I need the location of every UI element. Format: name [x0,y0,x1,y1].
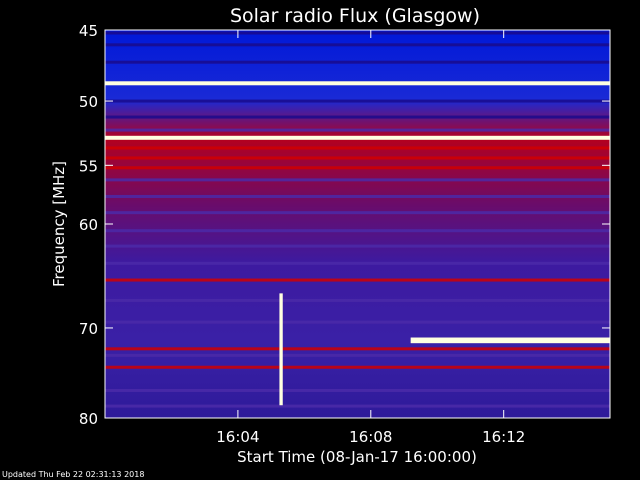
frequency-band [105,211,610,215]
frequency-band [105,244,610,248]
burst-event [410,337,610,344]
frequency-band [105,146,610,150]
frequency-band [105,194,610,198]
x-axis-label: Start Time (08-Jan-17 16:00:00) [237,448,477,466]
frequency-band [105,115,610,119]
frequency-band [105,261,610,265]
x-tick-label: 16:12 [482,428,525,446]
frequency-band [105,128,610,132]
frequency-band [105,388,610,392]
frequency-band [105,229,610,233]
burst-event [279,293,283,406]
y-tick-label: 55 [79,157,98,175]
frequency-band [105,156,610,160]
y-axis-label: Frequency [MHz] [50,161,68,287]
plot-background [105,30,610,418]
frequency-band [105,278,610,282]
frequency-band [105,353,610,357]
frequency-band [105,404,610,408]
frequency-bands [105,31,610,408]
frequency-band [105,178,610,182]
frequency-band [105,365,610,369]
frequency-band [105,81,610,86]
frequency-band [105,43,610,47]
updated-footer: Updated Thu Feb 22 02:31:13 2018 [2,470,144,479]
frequency-band [105,60,610,64]
y-tick-label: 60 [79,216,98,234]
chart-title: Solar radio Flux (Glasgow) [230,5,480,27]
y-tick-label: 80 [79,410,98,428]
y-tick-label: 50 [79,93,98,111]
frequency-band [105,298,610,302]
x-tick-label: 16:04 [216,428,259,446]
frequency-band [105,320,610,324]
y-tick-label: 45 [79,22,98,40]
frequency-band [105,135,610,140]
y-axis: 45 50 55 60 70 80 [79,22,610,428]
burst-events [279,293,610,406]
frequency-band [105,31,610,35]
x-axis: 16:04 16:08 16:12 [216,30,525,446]
frequency-band [105,166,610,170]
frequency-band [105,99,610,103]
plot-area [104,29,611,419]
y-tick-label: 70 [79,320,98,338]
x-tick-label: 16:08 [349,428,392,446]
frequency-band [105,347,610,351]
